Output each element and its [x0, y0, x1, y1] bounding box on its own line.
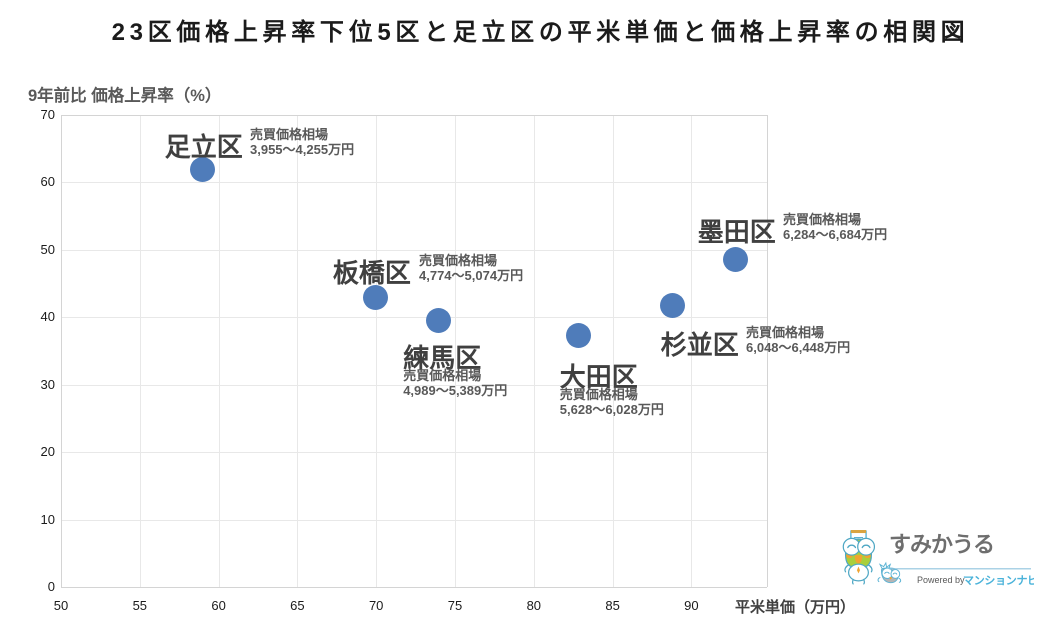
svg-text:マンションナビ: マンションナビ [963, 573, 1034, 587]
svg-text:Powered by: Powered by [917, 575, 965, 585]
svg-text:すみかうる: すみかうる [889, 532, 994, 557]
